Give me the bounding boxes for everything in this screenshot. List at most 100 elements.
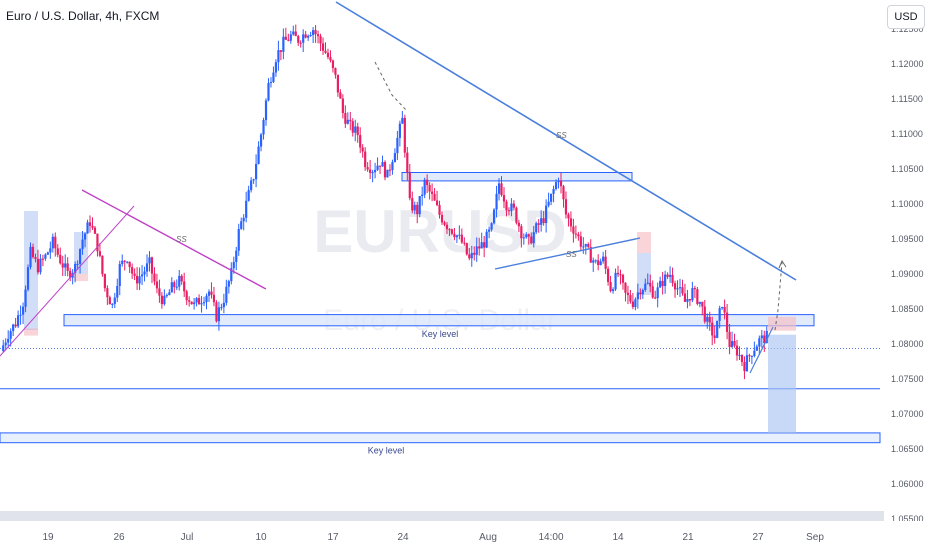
candle-body xyxy=(639,292,642,295)
candle-body xyxy=(656,287,659,299)
candle-body xyxy=(46,252,49,255)
candle-body xyxy=(163,295,166,305)
candle-body xyxy=(274,62,278,73)
candle-body xyxy=(520,226,523,239)
candle-body xyxy=(488,229,491,232)
candle-body xyxy=(465,243,468,255)
candle-body xyxy=(88,222,92,226)
candle-body xyxy=(371,172,374,174)
ascending-channel-line[interactable] xyxy=(0,205,135,357)
candle-body xyxy=(686,299,689,302)
candle-body xyxy=(445,224,449,230)
resistance-zone[interactable] xyxy=(401,172,633,182)
candle-body xyxy=(215,302,218,322)
x-axis-scrollbar[interactable] xyxy=(0,511,884,521)
candle-body xyxy=(39,258,42,273)
candle-body xyxy=(324,50,327,53)
candle-body xyxy=(175,286,178,288)
candle-body xyxy=(763,335,766,344)
candle-body xyxy=(91,225,94,228)
candle-body xyxy=(193,302,196,305)
candle-body xyxy=(118,263,121,287)
candle-body xyxy=(264,100,268,121)
candle-body xyxy=(225,286,228,303)
candle-body xyxy=(549,193,553,202)
candle-body xyxy=(463,242,466,244)
candle-body xyxy=(569,218,573,227)
wedge-line[interactable] xyxy=(749,326,774,374)
candle-body xyxy=(535,223,538,233)
candle-body xyxy=(158,288,161,296)
candle-body xyxy=(634,299,637,308)
candle-body xyxy=(765,330,768,344)
candle-body xyxy=(369,169,372,173)
candle-body xyxy=(681,287,684,294)
candle-body xyxy=(654,297,657,299)
x-axis-tick-label: 14 xyxy=(612,532,624,543)
candle-body xyxy=(651,286,654,298)
descending-trendline[interactable] xyxy=(335,1,797,281)
candle-body xyxy=(329,57,332,61)
magenta-trendline[interactable] xyxy=(81,189,267,290)
candle-body xyxy=(755,346,758,351)
candle-body xyxy=(688,299,692,301)
candle-body xyxy=(753,350,756,356)
projection-arrow xyxy=(774,261,783,331)
candle-body xyxy=(738,355,741,357)
candle-body xyxy=(428,185,431,192)
candle-body xyxy=(706,316,709,322)
candle-body xyxy=(245,200,248,218)
candle-body xyxy=(269,81,273,83)
candle-body xyxy=(31,246,35,258)
candle-body xyxy=(49,248,52,253)
candle-body xyxy=(507,210,511,212)
x-axis-tick-label: Sep xyxy=(806,532,824,543)
candle-body xyxy=(98,251,102,256)
candle-body xyxy=(106,288,109,298)
candle-body xyxy=(289,34,292,41)
ascending-trendline[interactable] xyxy=(494,237,641,270)
candle-body xyxy=(614,272,617,290)
key-level-zone[interactable] xyxy=(63,314,815,327)
candle-body xyxy=(321,43,325,51)
candle-body xyxy=(733,341,736,346)
candle-body xyxy=(54,236,57,249)
candle-body xyxy=(604,256,607,269)
candle-body xyxy=(517,222,520,227)
candle-body xyxy=(123,260,126,262)
x-axis-tick-label: 10 xyxy=(255,532,267,543)
currency-button[interactable]: USD xyxy=(887,5,925,29)
candle-body xyxy=(116,286,119,298)
x-axis-tick-label: 26 xyxy=(113,532,125,543)
candle-body xyxy=(718,308,721,321)
y-axis-background xyxy=(882,0,932,550)
candle-body xyxy=(150,257,154,274)
candle-body xyxy=(230,268,233,282)
candle-body xyxy=(497,183,501,194)
candle-body xyxy=(483,242,486,248)
candle-body xyxy=(197,298,201,305)
candle-body xyxy=(121,260,124,264)
x-axis-tick-label: 27 xyxy=(752,532,764,543)
candle-body xyxy=(220,307,223,309)
candle-body xyxy=(160,295,163,305)
y-axis-tick-label: 1.08500 xyxy=(891,304,924,314)
candle-body xyxy=(93,227,97,234)
key-level-zone[interactable] xyxy=(0,432,881,444)
candle-body xyxy=(247,190,250,201)
candle-body xyxy=(336,74,339,93)
candle-body xyxy=(673,283,677,290)
y-axis-tick-label: 1.11000 xyxy=(891,129,923,139)
take-profit-zone[interactable] xyxy=(768,334,796,433)
candle-body xyxy=(359,135,362,148)
ss-label: SS xyxy=(556,131,567,140)
candle-body xyxy=(473,252,476,255)
candle-body xyxy=(351,121,354,133)
candle-body xyxy=(66,263,69,271)
candle-body xyxy=(259,134,263,147)
candle-body xyxy=(683,293,687,302)
candle-body xyxy=(438,205,441,215)
candle-body xyxy=(180,275,183,282)
candle-body xyxy=(361,147,364,152)
